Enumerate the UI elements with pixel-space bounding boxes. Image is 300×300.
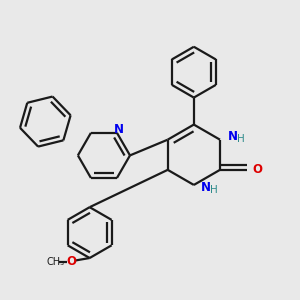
Text: N: N — [114, 123, 124, 136]
Text: O: O — [253, 164, 263, 176]
Text: H: H — [210, 185, 218, 195]
Text: H: H — [237, 134, 245, 144]
Text: N: N — [228, 130, 238, 143]
Text: N: N — [201, 181, 211, 194]
Text: O: O — [66, 255, 76, 268]
Text: CH₃: CH₃ — [47, 257, 65, 267]
